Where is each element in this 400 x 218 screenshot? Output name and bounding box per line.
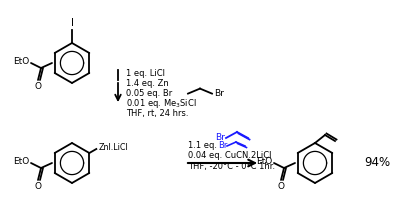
Text: 0.05 eq. Br: 0.05 eq. Br: [126, 89, 172, 98]
Text: 1 eq. LiCl: 1 eq. LiCl: [126, 70, 165, 78]
Text: 1.1 eq.: 1.1 eq.: [188, 141, 220, 150]
Text: EtO: EtO: [256, 157, 272, 167]
Text: O: O: [34, 182, 42, 191]
Text: 0.04 eq. CuCN.2LiCl: 0.04 eq. CuCN.2LiCl: [188, 152, 272, 160]
Text: O: O: [278, 182, 284, 191]
Text: Br: Br: [214, 89, 224, 98]
Text: 1.4 eq. Zn: 1.4 eq. Zn: [126, 79, 169, 88]
Text: EtO: EtO: [13, 157, 29, 167]
Text: Br: Br: [218, 141, 227, 150]
Text: O: O: [34, 82, 42, 91]
Text: 94%: 94%: [364, 157, 390, 170]
Text: I: I: [70, 18, 74, 28]
Text: ZnI.LiCl: ZnI.LiCl: [98, 143, 128, 153]
Text: EtO: EtO: [13, 58, 29, 66]
Text: Br: Br: [215, 133, 225, 143]
Text: THF, -20°C - 0°C 1hr.: THF, -20°C - 0°C 1hr.: [188, 162, 275, 170]
Text: 0.01 eq. Me$_3$SiCl: 0.01 eq. Me$_3$SiCl: [126, 97, 196, 110]
Text: THF, rt, 24 hrs.: THF, rt, 24 hrs.: [126, 109, 188, 118]
